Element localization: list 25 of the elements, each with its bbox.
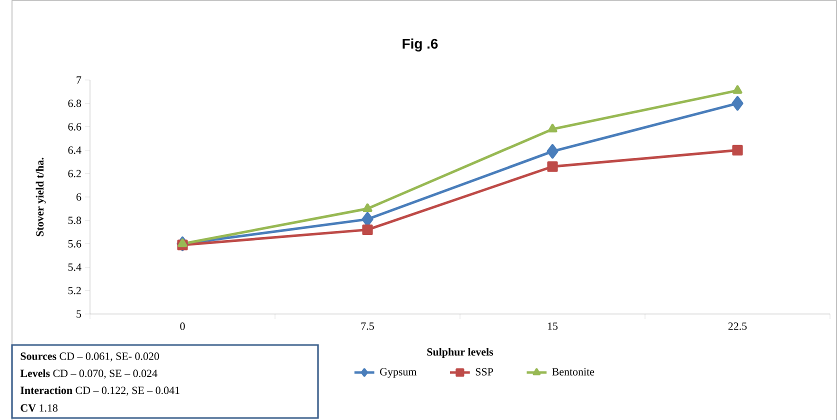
- x-axis-title: Sulphur levels: [427, 348, 494, 358]
- y-tick-label: 5.6: [68, 240, 82, 248]
- y-tick-label: 7: [76, 76, 82, 84]
- chart-title: Fig .6: [402, 38, 438, 52]
- y-tick-label: 6.6: [68, 123, 82, 131]
- legend-label: Bentonite: [552, 368, 594, 376]
- y-axis-title: Stover yield t/ha.: [36, 158, 46, 236]
- y-tick-label: 5.8: [68, 216, 82, 224]
- legend-label: Gypsum: [380, 368, 417, 378]
- x-tick-label: 7.5: [361, 322, 374, 330]
- text: CV 1.18: [20, 404, 58, 412]
- y-tick-label: 5.4: [68, 264, 82, 271]
- y-tick-label: 6.2: [68, 170, 81, 178]
- text: Levels CD – 0.070, SE – 0.024: [20, 369, 158, 379]
- x-tick-label: 15: [548, 322, 558, 330]
- legend-label: SSP: [476, 368, 493, 376]
- y-tick-label: 6: [76, 193, 82, 201]
- y-tick-label: 6.8: [68, 100, 82, 108]
- y-tick-label: 6.4: [68, 146, 82, 154]
- text: Sources CD – 0.061, SE- 0.020: [20, 352, 159, 362]
- text: Interaction CD – 0.122, SE – 0.041: [20, 386, 180, 396]
- y-tick-label: 5: [76, 310, 82, 318]
- x-tick-label: 22.5: [728, 322, 747, 330]
- y-tick-label: 5.2: [68, 286, 81, 294]
- x-tick-label: 0: [180, 322, 185, 330]
